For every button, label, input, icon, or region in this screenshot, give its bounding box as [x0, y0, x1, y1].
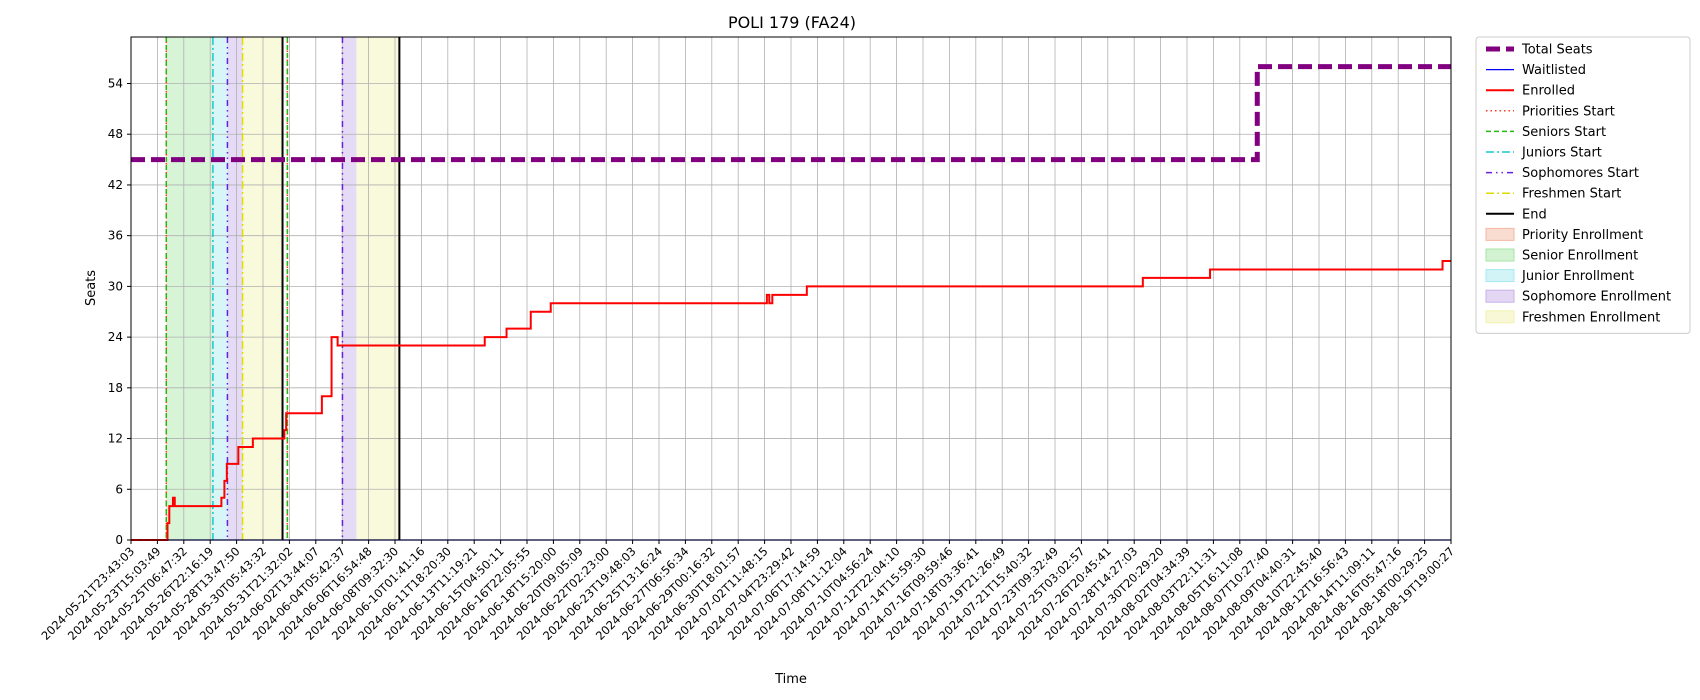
y-axis-label: Seats [84, 270, 99, 306]
legend-swatch-senior-enrollment [1485, 248, 1515, 262]
legend-label-seniors-start: Seniors Start [1522, 125, 1606, 140]
y-tick-label: 6 [115, 482, 123, 496]
y-tick-label: 18 [108, 381, 123, 395]
span-freshmen-enrollment [356, 37, 400, 540]
span-senior-enrollment [167, 37, 213, 540]
legend-label-waitlisted: Waitlisted [1522, 63, 1586, 78]
y-tick-label: 42 [108, 178, 123, 192]
y-tick-label: 12 [108, 432, 123, 446]
y-tick-label: 48 [108, 127, 123, 141]
y-tick-label: 36 [108, 229, 123, 243]
legend-label-enrolled: Enrolled [1522, 84, 1575, 99]
legend-label-sophomore-enrollment: Sophomore Enrollment [1522, 290, 1671, 305]
legend-label-end: End [1522, 207, 1547, 222]
legend-label-priority-enrollment: Priority Enrollment [1522, 228, 1643, 243]
legend-label-juniors-start: Juniors Start [1521, 146, 1602, 161]
y-tick-label: 54 [108, 76, 123, 90]
span-sophomore-enrollment [342, 37, 357, 540]
legend-swatch-priority-enrollment [1485, 227, 1515, 241]
enrollment-spans [166, 37, 400, 540]
legend-label-senior-enrollment: Senior Enrollment [1522, 249, 1638, 264]
legend-swatch-junior-enrollment [1485, 269, 1515, 283]
x-axis-ticks: 2024-05-21T23:43:032024-05-23T15:03:4920… [38, 540, 1457, 643]
grid [130, 37, 1452, 541]
y-axis-ticks: 0 6 12 18 24 30 36 42 48 54 [108, 76, 131, 547]
y-tick-label: 24 [108, 330, 123, 344]
legend-label-total-seats: Total Seats [1521, 43, 1593, 58]
chart-title: POLI 179 (FA24) [728, 13, 856, 32]
y-tick-label: 30 [108, 279, 123, 293]
series-total-seats [131, 64, 1451, 163]
span-sophomore-enrollment [227, 37, 243, 540]
legend-label-freshmen-enrollment: Freshmen Enrollment [1522, 310, 1660, 325]
legend-swatch-freshmen-enrollment [1485, 310, 1515, 324]
legend-label-sophomores-start: Sophomores Start [1522, 166, 1639, 181]
span-freshmen-enrollment [242, 37, 283, 540]
span-junior-enrollment [212, 37, 228, 540]
x-axis-label: Time [774, 672, 807, 687]
legend: Total Seats Waitlisted Enrolled Priorities … [1475, 36, 1691, 334]
legend-swatch-sophomore-enrollment [1485, 289, 1515, 303]
phase-lines [165, 37, 401, 540]
legend-frame [1475, 36, 1691, 334]
legend-label-freshmen-start: Freshmen Start [1522, 187, 1621, 202]
y-tick-label: 0 [115, 533, 123, 547]
legend-label-priorities-start: Priorities Start [1522, 104, 1615, 119]
series-enrolled [131, 260, 1451, 541]
legend-label-junior-enrollment: Junior Enrollment [1521, 269, 1634, 284]
